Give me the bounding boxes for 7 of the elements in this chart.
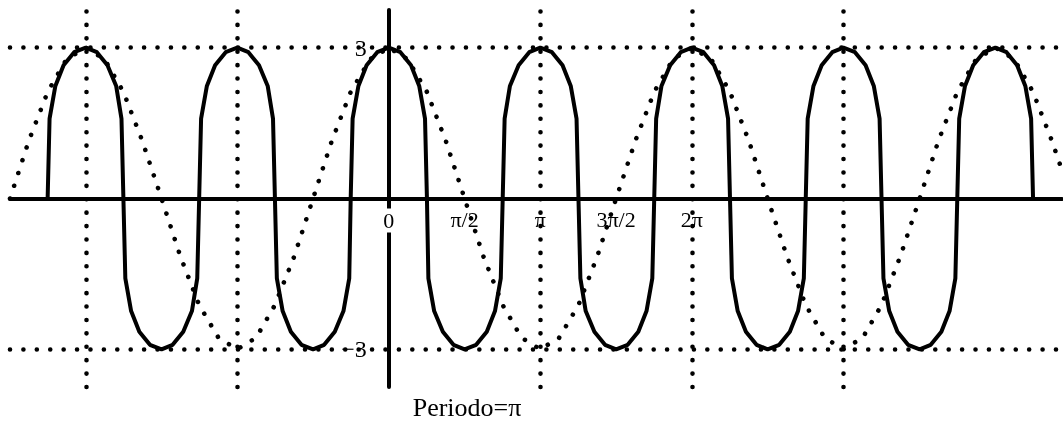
x-tick-label: π/2 [450, 207, 479, 232]
x-tick-label: 2π [680, 207, 703, 232]
x-tick-label: 3π/2 [596, 207, 636, 232]
x-axis-title: Periodo=π [412, 392, 522, 422]
x-tick-label: 0 [383, 208, 395, 233]
y-tick-label: 3 [354, 34, 367, 61]
x-tick-label: π [534, 207, 546, 232]
